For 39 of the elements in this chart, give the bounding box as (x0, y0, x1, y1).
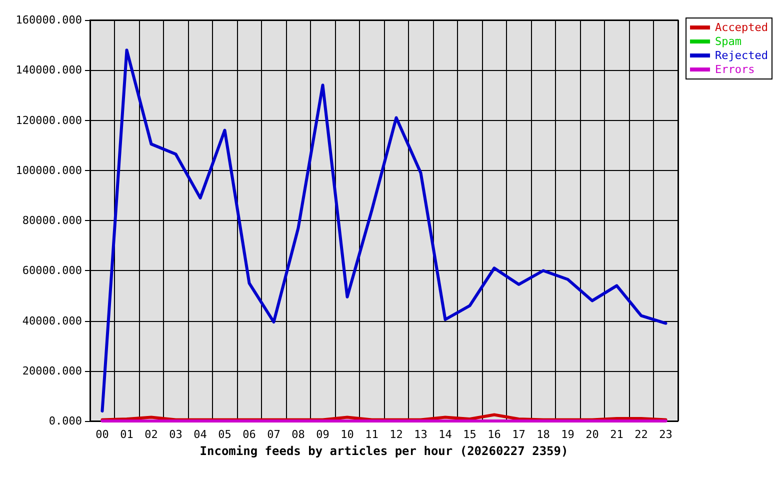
x-tick-label: 03 (169, 428, 182, 441)
y-tick-label: 60000.000 (22, 264, 82, 278)
x-tick-label: 10 (340, 428, 354, 441)
x-tick-label: 09 (316, 428, 330, 441)
x-tick-label: 01 (120, 428, 134, 441)
x-tick-label: 02 (144, 428, 158, 441)
x-tick-label: 12 (390, 428, 403, 441)
legend-label: Errors (715, 63, 755, 76)
y-tick-label: 80000.000 (22, 214, 82, 227)
x-tick-label: 05 (218, 428, 232, 441)
x-tick-label: 21 (610, 428, 624, 441)
x-tick-label: 08 (292, 428, 305, 441)
y-tick-label: 40000.000 (22, 314, 82, 328)
legend-label: Rejected (715, 49, 768, 62)
y-tick-label: 160000.000 (16, 14, 82, 26)
x-tick-label: 15 (463, 428, 476, 441)
y-tick-label: 100000.000 (16, 164, 82, 177)
line-series (100, 48, 668, 412)
x-tick-label: 23 (659, 428, 672, 441)
x-tick-label: 19 (561, 428, 574, 441)
x-tick-label: 11 (365, 428, 378, 441)
x-tick-label: 20 (586, 428, 599, 441)
x-tick-label: 18 (536, 428, 550, 441)
x-axis-title: Incoming feeds by articles per hour (20260227 2359) (200, 444, 568, 458)
x-tick-label: 07 (267, 428, 280, 441)
legend-label: Spam (715, 35, 742, 48)
x-tick-label: 22 (634, 428, 648, 441)
y-tick-label: 140000.000 (16, 64, 82, 77)
x-tick-label: 17 (512, 428, 526, 441)
y-tick-label: 120000.000 (16, 114, 82, 127)
x-tick-label: 13 (414, 428, 428, 441)
legend-label: Accepted (715, 21, 768, 34)
x-tick-label: 04 (194, 428, 208, 441)
x-tick-label: 06 (242, 428, 256, 441)
y-tick-label: 20000.000 (22, 364, 82, 378)
y-tick-label: 0.000 (48, 414, 82, 428)
x-tick-label: 16 (488, 428, 501, 441)
x-tick-label: 14 (438, 428, 452, 441)
x-tick-label: 00 (96, 428, 109, 441)
